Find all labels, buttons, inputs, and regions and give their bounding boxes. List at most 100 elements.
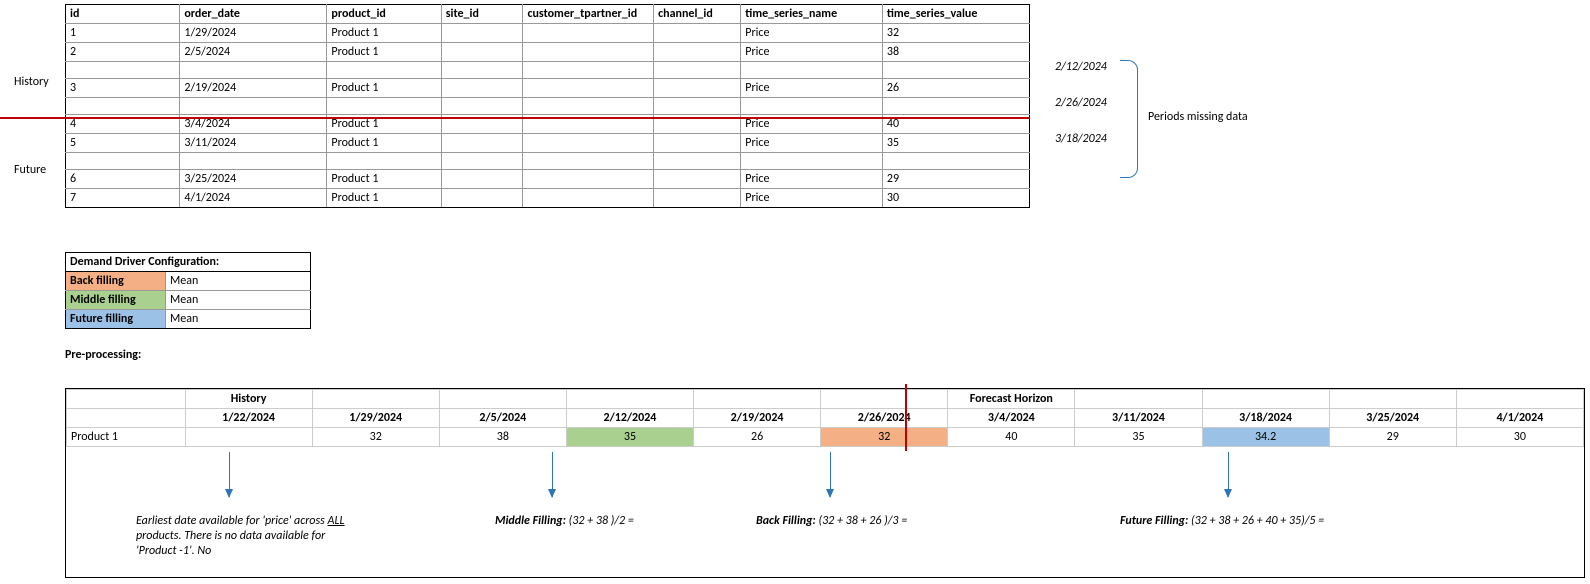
table-row: 22/5/2024Product 1Price38: [66, 43, 1030, 62]
cell-order_date: 1/29/2024: [180, 24, 327, 43]
cell-customer_tpartner_id: [523, 62, 654, 79]
pre-val: 29: [1329, 428, 1456, 447]
pre-val: 30: [1456, 428, 1583, 447]
pre-date: 3/4/2024: [948, 409, 1075, 428]
history-header: History: [185, 390, 312, 409]
cell-customer_tpartner_id: [523, 170, 654, 189]
cell-channel_id: [654, 43, 741, 62]
cell-channel_id: [654, 134, 741, 153]
cell-time_series_value: [882, 153, 1029, 170]
cell-time_series_name: Price: [741, 24, 883, 43]
arrow-icon: [229, 452, 230, 497]
th-ts-name: time_series_name: [741, 5, 883, 24]
th-site-id: site_id: [441, 5, 523, 24]
pre-date: 2/19/2024: [694, 409, 821, 428]
forecast-header: Forecast Horizon: [948, 390, 1075, 409]
pre-val: [185, 428, 312, 447]
cell-product_id: Product 1: [327, 189, 441, 208]
pre-date: 2/26/2024: [821, 409, 948, 428]
back-note-formula: (32 + 38 + 26 )/3 =: [816, 514, 907, 528]
cell-customer_tpartner_id: [523, 24, 654, 43]
middle-note: Middle Filling: (32 + 38 )/2 =: [495, 514, 634, 529]
cell-site_id: [441, 43, 523, 62]
cell-channel_id: [654, 189, 741, 208]
preproc-values-row: Product 1 32 38 35 26 32 40 35 34.2 29 3…: [67, 428, 1584, 447]
earliest-note: Earliest date available for 'price' acro…: [136, 514, 346, 559]
cell-time_series_value: 38: [882, 43, 1029, 62]
config-table: Demand Driver Configuration: Back fillin…: [65, 252, 311, 329]
cell-time_series_name: Price: [741, 170, 883, 189]
forecast-divider: [905, 384, 907, 451]
cell-product_id: Product 1: [327, 170, 441, 189]
cell-id: 1: [66, 24, 180, 43]
cell-site_id: [441, 153, 523, 170]
cell-product_id: Product 1: [327, 134, 441, 153]
future-label: Future: [14, 163, 46, 177]
preproc-label: Pre-processing:: [65, 348, 141, 362]
cell-order_date: 2/5/2024: [180, 43, 327, 62]
cell-order_date: 3/25/2024: [180, 170, 327, 189]
cell-product_id: Product 1: [327, 79, 441, 98]
cell-time_series_name: Price: [741, 43, 883, 62]
config-future-val: Mean: [166, 310, 311, 329]
cell-time_series_value: [882, 98, 1029, 115]
cell-time_series_name: Price: [741, 134, 883, 153]
cell-order_date: 2/19/2024: [180, 79, 327, 98]
cell-product_id: [327, 98, 441, 115]
pre-date: 4/1/2024: [1456, 409, 1583, 428]
cell-id: 7: [66, 189, 180, 208]
cell-order_date: [180, 62, 327, 79]
cell-site_id: [441, 79, 523, 98]
cell-product_id: [327, 62, 441, 79]
history-label: History: [14, 75, 49, 89]
cell-channel_id: [654, 153, 741, 170]
cell-id: [66, 153, 180, 170]
cell-customer_tpartner_id: [523, 189, 654, 208]
missing-date: 2/12/2024: [1055, 60, 1107, 74]
cell-time_series_value: 32: [882, 24, 1029, 43]
table-row: [66, 98, 1030, 115]
pre-date: 3/11/2024: [1075, 409, 1202, 428]
cell-time_series_value: 30: [882, 189, 1029, 208]
pre-val: 32: [312, 428, 439, 447]
pre-val: 40: [948, 428, 1075, 447]
back-note: Back Filling: (32 + 38 + 26 )/3 =: [756, 514, 907, 529]
product-label: Product 1: [67, 428, 186, 447]
middle-note-formula: (32 + 38 )/2 =: [566, 514, 634, 528]
preproc-header1: History Forecast Horizon: [67, 390, 1584, 409]
missing-label: Periods missing data: [1148, 110, 1248, 124]
cell-channel_id: [654, 98, 741, 115]
cell-id: [66, 98, 180, 115]
missing-date: 3/18/2024: [1055, 132, 1107, 146]
cell-time_series_value: 29: [882, 170, 1029, 189]
future-note-formula: (32 + 38 + 26 + 40 + 35)/5 =: [1188, 514, 1324, 528]
table-row: 74/1/2024Product 1Price30: [66, 189, 1030, 208]
cell-id: 6: [66, 170, 180, 189]
cell-product_id: Product 1: [327, 43, 441, 62]
cell-time_series_name: Price: [741, 79, 883, 98]
config-back-name: Back filling: [66, 272, 166, 291]
cell-site_id: [441, 189, 523, 208]
table-row: 53/11/2024Product 1Price35: [66, 134, 1030, 153]
cell-time_series_name: [741, 62, 883, 79]
back-note-title: Back Filling:: [756, 514, 816, 528]
th-channel-id: channel_id: [654, 5, 741, 24]
pre-date: 2/12/2024: [566, 409, 693, 428]
cell-channel_id: [654, 62, 741, 79]
arrow-icon: [830, 452, 831, 497]
th-cust-id: customer_tpartner_id: [523, 5, 654, 24]
cell-time_series_value: [882, 62, 1029, 79]
cell-channel_id: [654, 79, 741, 98]
config-title: Demand Driver Configuration:: [66, 253, 311, 272]
earliest-note-text: Earliest date available for 'price' acro…: [136, 514, 345, 558]
table-row: 11/29/2024Product 1Price32: [66, 24, 1030, 43]
cell-site_id: [441, 98, 523, 115]
cell-customer_tpartner_id: [523, 79, 654, 98]
cell-site_id: [441, 170, 523, 189]
cell-time_series_name: [741, 153, 883, 170]
pre-val: 26: [694, 428, 821, 447]
cell-channel_id: [654, 170, 741, 189]
pre-val-middle-fill: 35: [566, 428, 693, 447]
cell-order_date: 4/1/2024: [180, 189, 327, 208]
th-ts-value: time_series_value: [882, 5, 1029, 24]
